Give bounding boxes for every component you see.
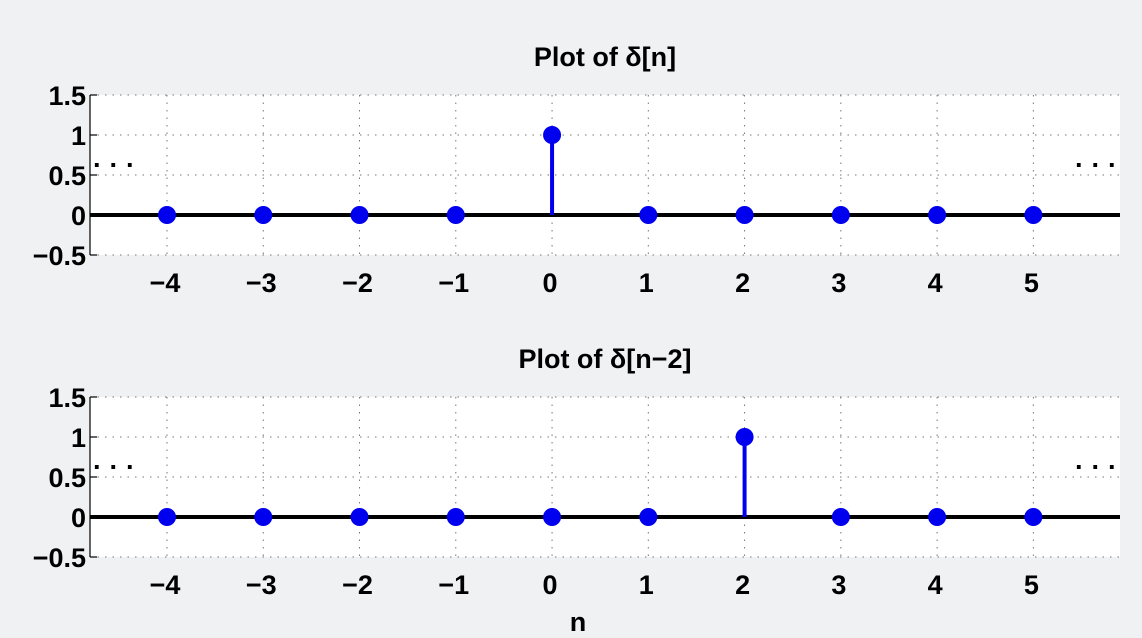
y-tick-label: 0.5 xyxy=(48,463,86,493)
x-tick-label: 3 xyxy=(831,268,846,298)
stem-marker xyxy=(831,206,850,224)
x-tick-label: 1 xyxy=(639,570,654,600)
y-tick-label: 1 xyxy=(71,423,86,453)
stem-marker xyxy=(639,206,658,224)
x-tick-label: −4 xyxy=(150,268,181,298)
x-tick-label: 4 xyxy=(928,570,943,600)
y-tick-label: 1.5 xyxy=(48,383,86,413)
plot-title: Plot of δ[n] xyxy=(534,42,676,72)
stem-marker xyxy=(446,206,465,224)
stem-marker xyxy=(350,508,369,526)
x-tick-label: 5 xyxy=(1024,570,1039,600)
x-tick-label: −2 xyxy=(342,570,373,600)
continuation-dots-left: · · · xyxy=(93,150,135,180)
subplot-delta-n: Plot of δ[n] 1.5 1 0.5 0 −0.5 −4 −3 −2 −1 0 1 2 3 4 5… xyxy=(33,42,1120,298)
stem-marker xyxy=(254,206,273,224)
continuation-dots-right: · · · xyxy=(1075,452,1117,482)
x-tick-label: 4 xyxy=(928,268,943,298)
stem-marker xyxy=(831,508,850,526)
x-tick-label: −4 xyxy=(150,570,181,600)
stem-marker xyxy=(735,428,754,446)
x-tick-label: 0 xyxy=(543,570,558,600)
y-tick-label: −0.5 xyxy=(33,241,86,271)
x-tick-label: −1 xyxy=(438,570,469,600)
subplot-delta-n-minus-2: Plot of δ[n−2] 1.5 1 0.5 0 −0.5 −4 −3 −2 −1 0 1 2 3… xyxy=(33,344,1120,637)
x-tick-label: −1 xyxy=(438,268,469,298)
y-tick-label: 1.5 xyxy=(48,81,86,111)
x-tick-labels: −4 −3 −2 −1 0 1 2 3 4 5 xyxy=(150,570,1039,600)
x-tick-label: 5 xyxy=(1024,268,1039,298)
y-tick-labels: 1.5 1 0.5 0 −0.5 xyxy=(33,81,97,271)
x-tick-label: 2 xyxy=(735,268,750,298)
stem-marker xyxy=(639,508,658,526)
y-tick-label: 0 xyxy=(71,503,86,533)
y-tick-label: −0.5 xyxy=(33,543,86,573)
stem-marker xyxy=(928,206,947,224)
x-tick-label: 2 xyxy=(735,570,750,600)
stem-marker xyxy=(254,508,273,526)
stem-marker xyxy=(350,206,369,224)
x-tick-label: −3 xyxy=(246,570,277,600)
stem-marker xyxy=(446,508,465,526)
continuation-dots-right: · · · xyxy=(1075,150,1117,180)
axes-background xyxy=(90,95,1120,255)
y-tick-label: 1 xyxy=(71,121,86,151)
continuation-dots-left: · · · xyxy=(93,452,135,482)
plot-title: Plot of δ[n−2] xyxy=(518,344,691,374)
y-tick-labels: 1.5 1 0.5 0 −0.5 xyxy=(33,383,97,573)
y-tick-label: 0.5 xyxy=(48,161,86,191)
x-axis-label: n xyxy=(570,607,587,637)
axes-background xyxy=(90,397,1120,557)
stem-marker xyxy=(543,126,562,144)
stem-marker xyxy=(1024,206,1043,224)
stem-marker xyxy=(158,508,177,526)
y-tick-label: 0 xyxy=(71,201,86,231)
stem-marker xyxy=(543,508,562,526)
x-tick-labels: −4 −3 −2 −1 0 1 2 3 4 5 xyxy=(150,268,1039,298)
stem-marker xyxy=(158,206,177,224)
x-tick-label: −2 xyxy=(342,268,373,298)
stem-series xyxy=(158,428,1043,526)
stem-marker xyxy=(928,508,947,526)
stem-series xyxy=(158,126,1043,224)
x-tick-label: 0 xyxy=(543,268,558,298)
stem-marker xyxy=(1024,508,1043,526)
stem-marker xyxy=(735,206,754,224)
x-tick-label: 1 xyxy=(639,268,654,298)
x-tick-label: −3 xyxy=(246,268,277,298)
x-tick-label: 3 xyxy=(831,570,846,600)
